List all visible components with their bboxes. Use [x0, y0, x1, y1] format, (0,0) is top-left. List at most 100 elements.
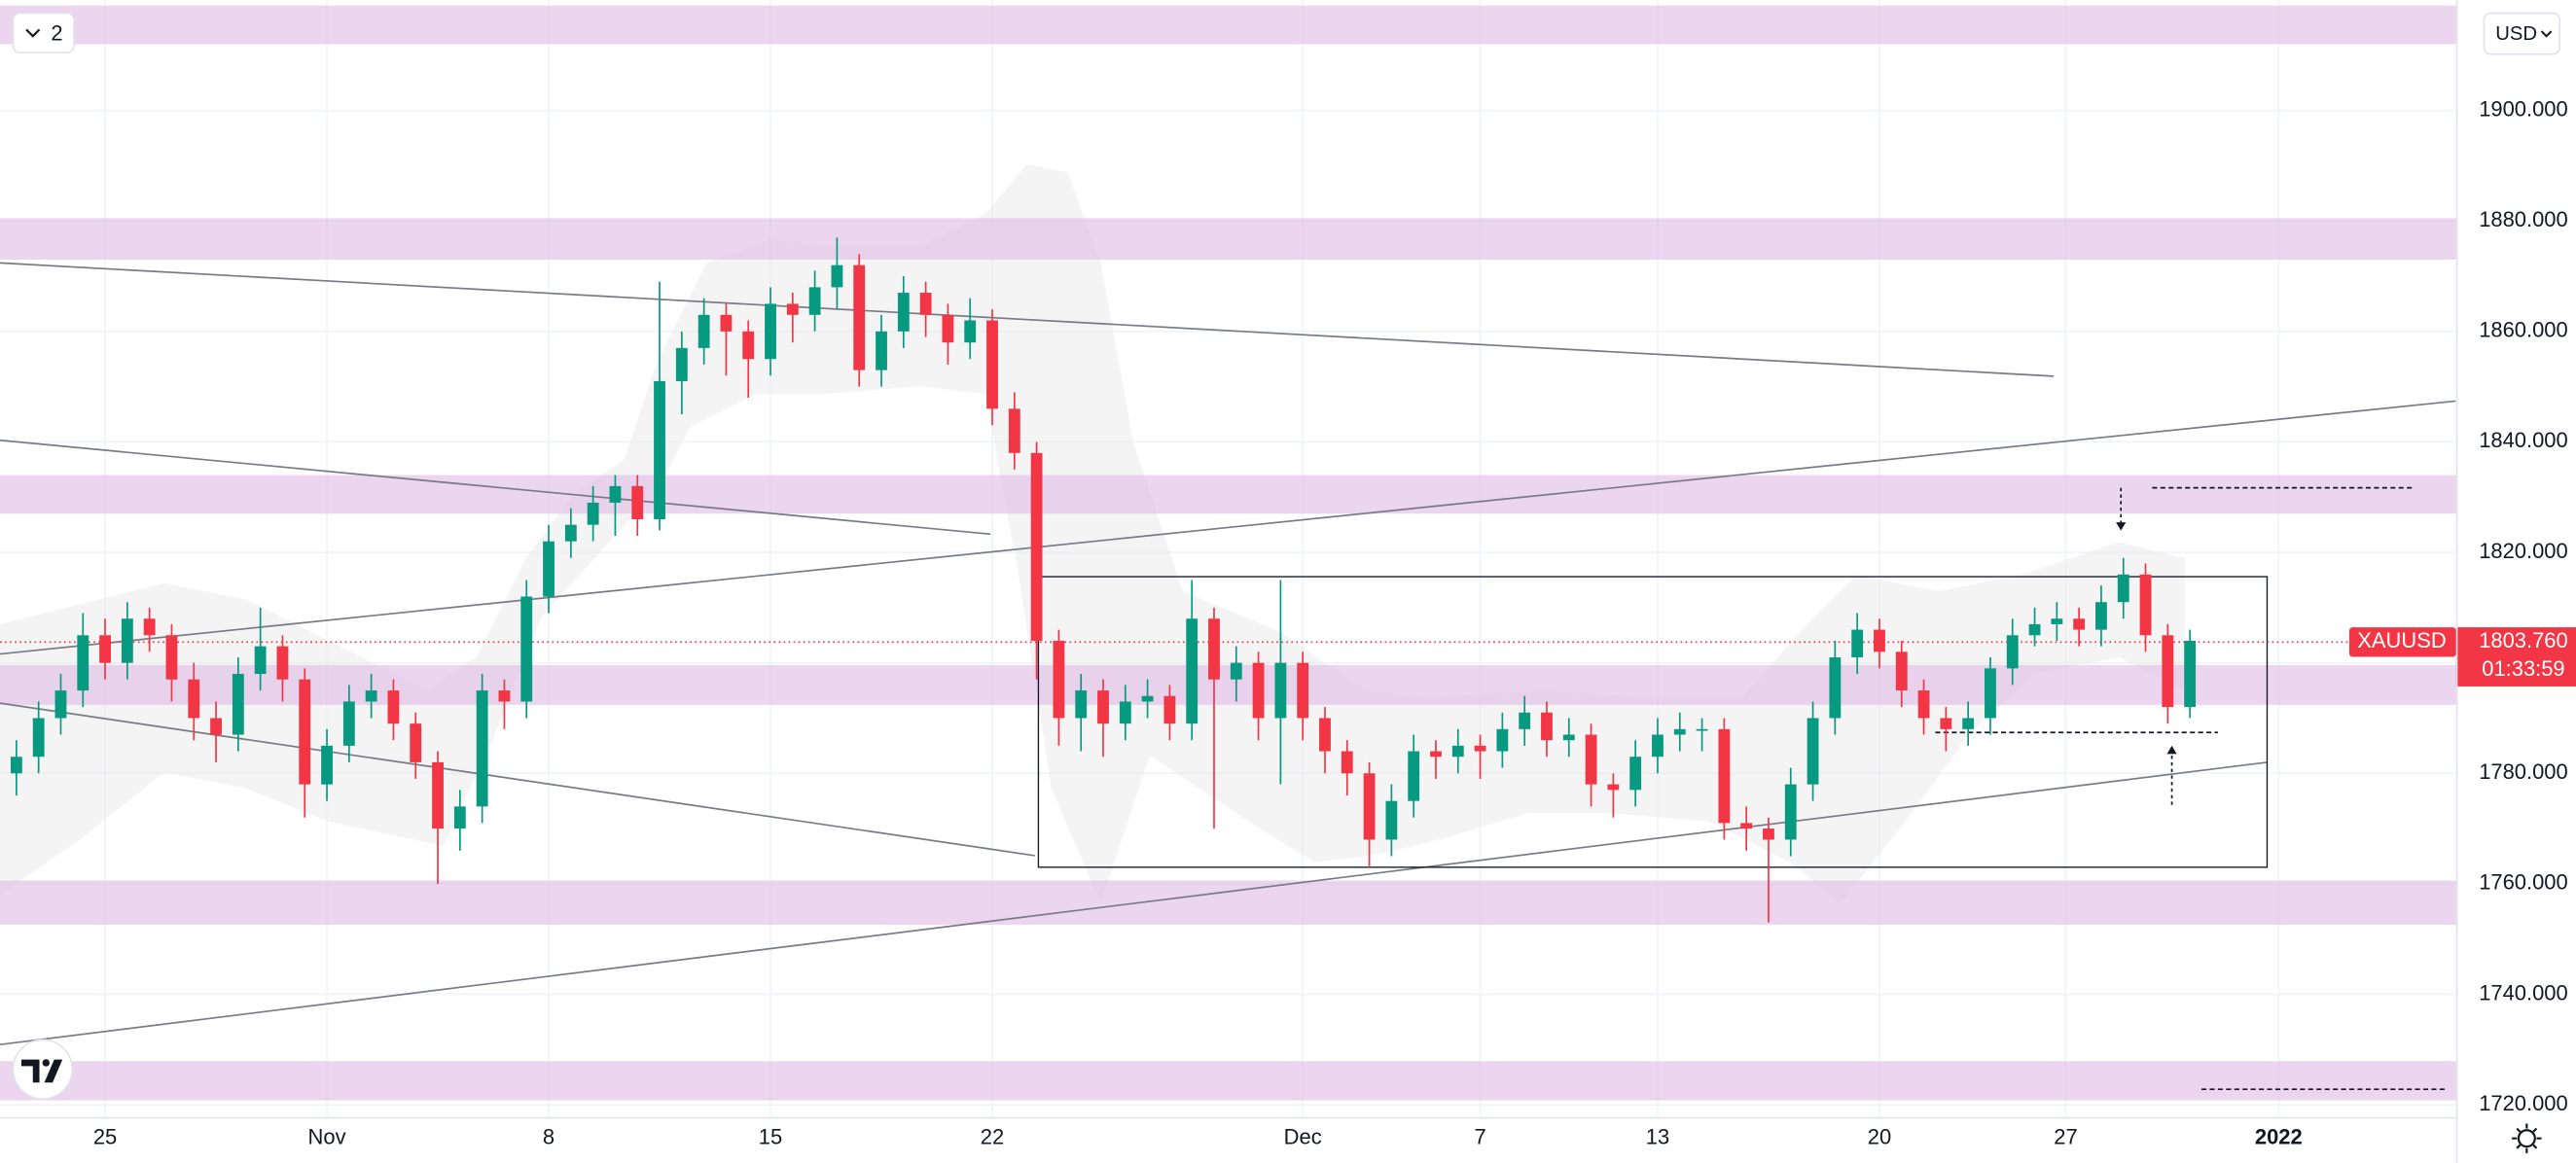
candle-body — [1430, 751, 1442, 758]
candle-body — [2006, 635, 2019, 669]
candle-body — [853, 264, 866, 370]
arrow-head — [2116, 522, 2127, 531]
candle-body — [432, 761, 444, 829]
layers-button[interactable]: 2 — [12, 12, 75, 53]
y-tick-label: 1740.000 — [2479, 980, 2567, 1004]
candle-body — [1385, 800, 1398, 840]
candle-body — [1851, 629, 1864, 657]
zone — [0, 664, 2456, 705]
candle-body — [2073, 618, 2086, 630]
zone — [0, 880, 2456, 925]
candle-body — [942, 314, 954, 343]
candle-body — [1874, 629, 1885, 652]
candle-body — [188, 679, 200, 719]
candle-body — [2139, 574, 2152, 636]
candle-body — [2095, 602, 2107, 630]
arrows — [2116, 487, 2177, 805]
candle-body — [2028, 623, 2041, 636]
button-bg[interactable] — [2483, 12, 2560, 55]
last-price: 1803.760 — [2479, 628, 2567, 652]
zones — [0, 5, 2456, 1101]
candle-body — [276, 646, 289, 680]
candle-body — [32, 718, 45, 758]
price-tag — [2455, 627, 2576, 687]
candle-body — [77, 635, 89, 691]
candle-body — [808, 287, 821, 315]
currency[interactable]: USD — [2495, 23, 2537, 45]
x-tick-label: Nov — [308, 1124, 346, 1148]
x-tick-label: 8 — [543, 1124, 555, 1148]
candle-body — [1562, 734, 1575, 741]
chevron — [2540, 30, 2553, 38]
candle-body — [876, 331, 887, 370]
arrow-head — [2166, 745, 2177, 755]
candle-body — [765, 303, 776, 360]
candle-body — [342, 701, 355, 746]
candle-body — [698, 314, 710, 348]
countdown: 01:33:59 — [2482, 656, 2564, 681]
candle-body — [520, 596, 533, 702]
candle-body — [1208, 618, 1220, 680]
candle-body — [1962, 718, 1975, 729]
trend-line — [0, 439, 991, 536]
x-tick-label: 7 — [1474, 1124, 1485, 1148]
logo[interactable] — [12, 1039, 74, 1100]
currency-button[interactable]: USD — [2483, 12, 2560, 55]
candle-body — [1985, 668, 1996, 719]
candle-body — [165, 635, 178, 680]
gear[interactable] — [2517, 1129, 2536, 1148]
candle-body — [1008, 408, 1020, 453]
trend-line — [0, 761, 2268, 1046]
candle-body — [299, 679, 311, 785]
candle-body — [897, 293, 910, 332]
candle-body — [2051, 618, 2063, 624]
candle-body — [2117, 574, 2129, 603]
candle-body — [387, 690, 400, 724]
logo-mark — [44, 1059, 63, 1083]
candle-body — [1496, 728, 1509, 752]
candle-body — [54, 690, 67, 719]
zone — [0, 1061, 2456, 1101]
button-bg[interactable] — [12, 12, 75, 53]
candle-body — [964, 320, 977, 343]
candle-body — [2162, 635, 2174, 708]
x-tick-label: 2022 — [2255, 1124, 2303, 1148]
symbol: XAUUSD — [2357, 628, 2446, 652]
candle-body — [1341, 751, 1353, 774]
chevron — [25, 28, 41, 38]
candle-body — [1541, 712, 1553, 741]
candle-body — [410, 723, 422, 762]
candle-body — [986, 320, 998, 409]
candle-body — [254, 646, 267, 675]
candle-body — [321, 745, 333, 785]
candle-body — [1451, 745, 1464, 758]
candle-body — [1696, 728, 1708, 731]
candle-body — [587, 502, 599, 525]
x-tick-label: Dec — [1284, 1124, 1322, 1148]
candle-body — [1784, 784, 1797, 840]
logo-bg[interactable] — [12, 1039, 74, 1100]
y-tick-label: 1820.000 — [2479, 539, 2567, 563]
settings-icon[interactable] — [2512, 1123, 2542, 1153]
layer-count[interactable]: 2 — [51, 20, 62, 45]
candle-body — [631, 485, 644, 519]
candle-body — [121, 618, 133, 663]
candle-body — [1829, 656, 1842, 719]
logo-mark — [20, 1059, 40, 1083]
candle-body — [1252, 662, 1265, 719]
logo-mark — [42, 1059, 51, 1067]
y-tick-label: 1840.000 — [2479, 428, 2567, 452]
candle-body — [675, 347, 688, 381]
x-tick-label: 22 — [981, 1124, 1004, 1148]
candle-body — [1607, 784, 1620, 791]
candle-body — [1917, 690, 1930, 719]
candle-body — [1940, 718, 1952, 729]
candle-body — [1474, 745, 1486, 752]
candle-body — [1141, 695, 1154, 702]
x-tick-label: 13 — [1646, 1124, 1669, 1148]
gear-teeth — [2512, 1123, 2542, 1153]
candle-body — [498, 690, 511, 702]
candle-body — [1097, 690, 1109, 724]
candle-body — [1652, 734, 1664, 758]
